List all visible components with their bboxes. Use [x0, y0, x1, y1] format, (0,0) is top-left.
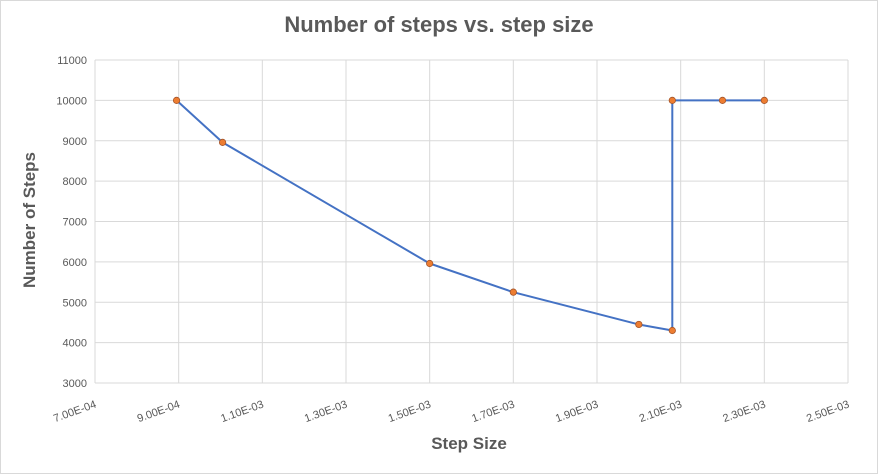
y-tick-label: 11000 [57, 55, 87, 67]
x-tick-labels: 7.00E-04 9.00E-04 1.10E-03 1.30E-03 1.50E-03… [52, 399, 851, 426]
y-tick-label: 10000 [56, 95, 87, 107]
data-point [635, 320, 643, 329]
x-tick-label: 1.30E-03 [303, 399, 349, 426]
y-tick-label: 5000 [63, 297, 87, 309]
x-tick-label: 1.70E-03 [470, 399, 516, 426]
y-tick-label: 7000 [63, 217, 87, 229]
gridlines [94, 59, 849, 384]
x-tick-label: 2.10E-03 [638, 399, 684, 426]
chart-title: Number of steps vs. step size [284, 12, 594, 37]
x-tick-label: 9.00E-04 [136, 399, 182, 426]
data-point [509, 288, 517, 296]
series-line-group [175, 99, 765, 332]
y-tick-label: 3000 [63, 378, 87, 390]
data-points [172, 96, 768, 335]
y-tick-label: 6000 [63, 257, 87, 269]
y-tick-label: 8000 [63, 176, 87, 188]
x-tick-label: 7.00E-04 [52, 399, 98, 426]
series-line [175, 99, 765, 332]
data-point [760, 96, 768, 104]
data-point [426, 259, 434, 268]
data-point [172, 96, 181, 104]
x-tick-label: 1.10E-03 [219, 399, 265, 426]
x-tick-label: 2.50E-03 [805, 399, 851, 426]
x-tick-label: 2.30E-03 [721, 399, 767, 426]
data-point [718, 96, 727, 104]
data-point [668, 326, 676, 335]
x-tick-label: 1.90E-03 [554, 399, 600, 426]
y-tick-label: 4000 [63, 338, 87, 350]
x-tick-label: 1.50E-03 [387, 399, 433, 426]
data-point [668, 96, 676, 104]
y-tick-labels: 3000 4000 5000 6000 7000 8000 9000 10000 11000 [56, 55, 87, 390]
data-point [218, 138, 227, 146]
x-axis-label: Step Size [431, 434, 507, 453]
y-tick-label: 9000 [63, 136, 87, 148]
